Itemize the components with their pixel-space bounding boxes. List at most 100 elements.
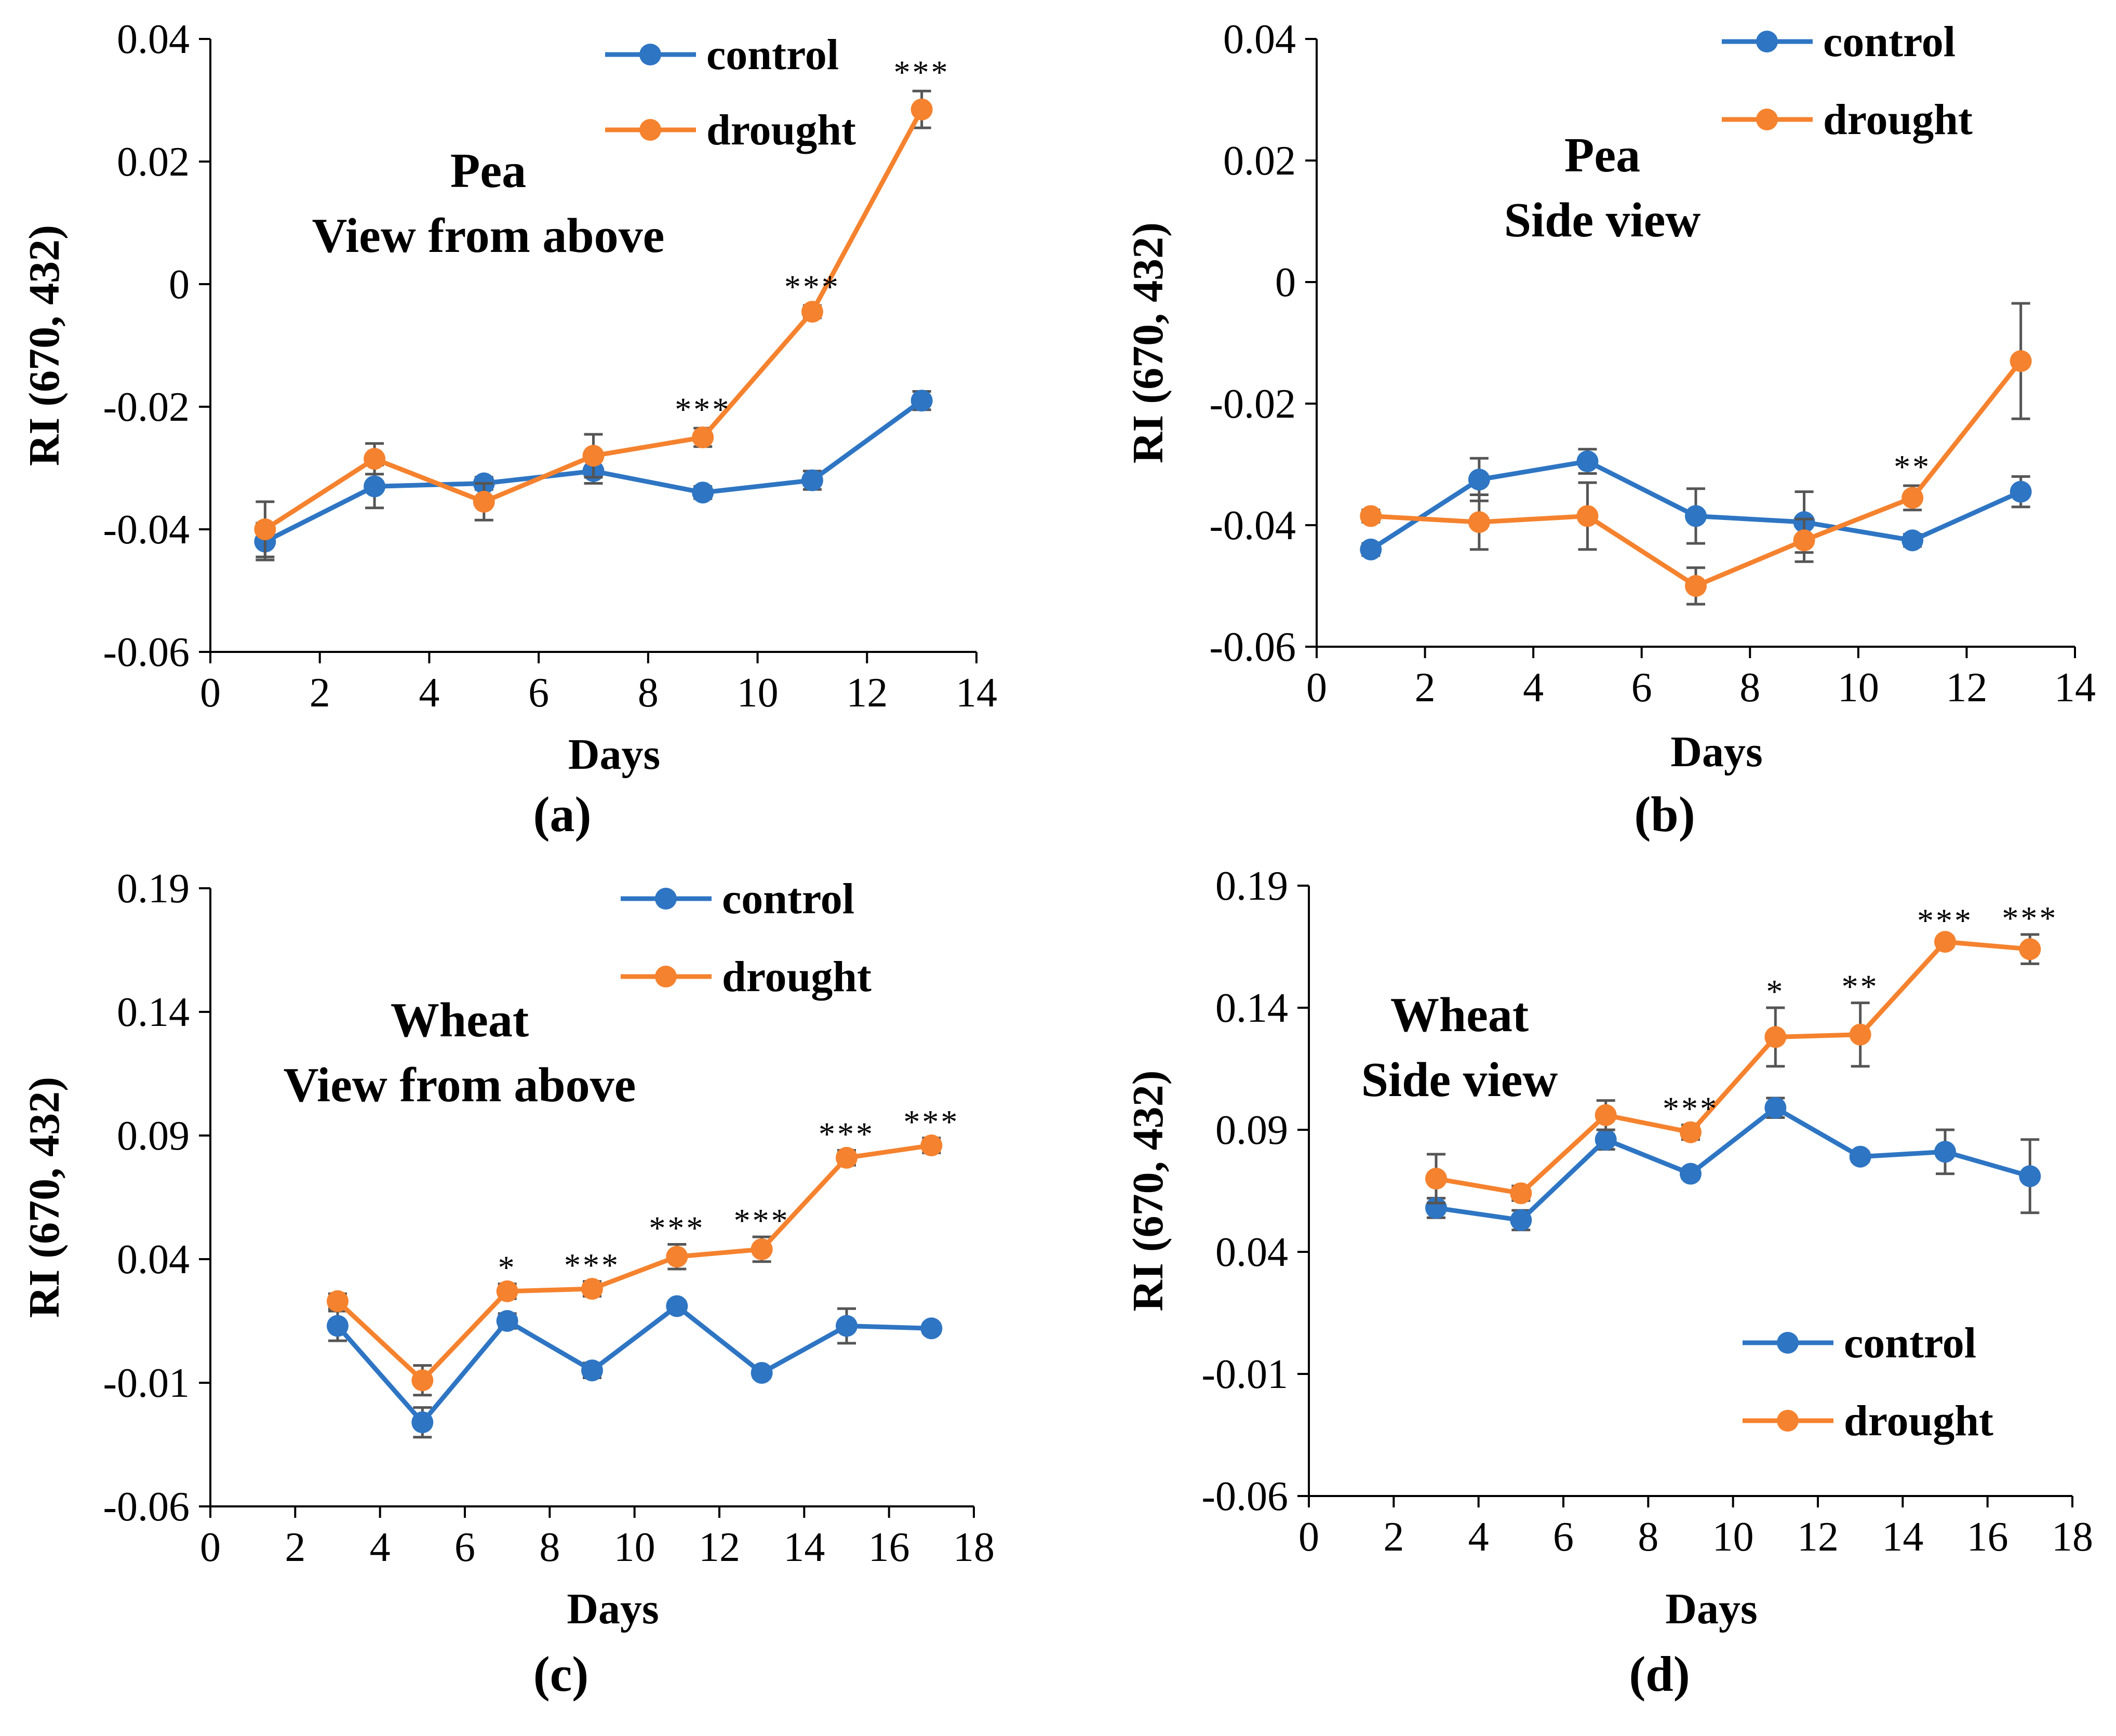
y-tick-label: -0.06 bbox=[103, 1484, 190, 1530]
significance-marker: ** bbox=[1842, 968, 1879, 1005]
x-tick-label: 10 bbox=[1712, 1514, 1754, 1560]
data-point-drought bbox=[1576, 505, 1599, 527]
x-tick-label: 8 bbox=[1739, 665, 1760, 711]
x-axis-title: Days bbox=[567, 1585, 659, 1633]
data-point-control bbox=[692, 482, 714, 504]
legend-marker-drought bbox=[655, 966, 677, 987]
data-point-drought bbox=[1793, 529, 1815, 552]
x-tick-label: 12 bbox=[846, 670, 888, 716]
data-point-drought bbox=[1849, 1023, 1871, 1046]
series-line-drought bbox=[336, 1143, 932, 1383]
x-tick-label: 6 bbox=[528, 670, 549, 716]
x-tick-label: 2 bbox=[1383, 1514, 1404, 1560]
y-tick-label: 0.04 bbox=[117, 17, 190, 62]
x-tick-label: 0 bbox=[200, 1525, 221, 1570]
y-tick-label: 0.19 bbox=[1215, 863, 1288, 909]
y-tick-label: 0 bbox=[169, 262, 190, 308]
x-tick-label: 8 bbox=[1638, 1514, 1658, 1560]
significance-marker: *** bbox=[649, 1209, 705, 1246]
y-tick-label: 0.09 bbox=[1215, 1107, 1288, 1153]
x-tick-label: 18 bbox=[953, 1525, 995, 1570]
y-tick-label: 0.19 bbox=[117, 866, 190, 912]
significance-marker: *** bbox=[784, 268, 840, 305]
data-point-drought bbox=[1595, 1104, 1617, 1126]
x-tick-label: 16 bbox=[868, 1525, 910, 1570]
chart-panel-2: -0.06 -0.04 -0.02 0 0.02 0.04 0 2 4 6 8 10 12 14 Days R… bbox=[1124, 17, 2096, 842]
y-tick-label: -0.06 bbox=[1201, 1474, 1288, 1519]
chart-title-line-2: View from above bbox=[312, 209, 665, 263]
y-axis-title: RI (670, 432) bbox=[20, 225, 69, 466]
series-control bbox=[327, 1295, 943, 1439]
y-tick-label: -0.02 bbox=[1209, 381, 1296, 427]
legend-label-drought: drought bbox=[1844, 1397, 1993, 1445]
y-tick-label: 0 bbox=[1275, 260, 1296, 305]
y-tick-label: -0.06 bbox=[103, 630, 190, 675]
data-point-drought bbox=[364, 448, 386, 470]
x-tick-label: 4 bbox=[1468, 1514, 1489, 1560]
x-axis-title: Days bbox=[1665, 1585, 1757, 1633]
y-tick-label: -0.04 bbox=[1209, 503, 1296, 549]
data-point-drought bbox=[836, 1146, 858, 1169]
x-tick-label: 6 bbox=[1553, 1514, 1574, 1560]
chart-panel-1: -0.06 -0.04 -0.02 0 0.02 0.04 0 2 4 6 8 10 12 14 Days R… bbox=[20, 17, 997, 842]
x-tick-label: 8 bbox=[539, 1525, 560, 1570]
data-point-control bbox=[1468, 469, 1490, 491]
y-axis-title: RI (670, 432) bbox=[1124, 1070, 1172, 1311]
significance-marker: * bbox=[498, 1249, 517, 1286]
y-tick-label: 0.14 bbox=[1215, 985, 1288, 1031]
chart-title-line-1: Pea bbox=[1564, 128, 1640, 182]
y-tick-label: 0.09 bbox=[117, 1113, 190, 1159]
chart-title-line-1: Wheat bbox=[391, 993, 529, 1047]
x-tick-label: 12 bbox=[699, 1525, 740, 1570]
chart-title-line-2: View from above bbox=[284, 1058, 636, 1112]
y-tick-label: -0.01 bbox=[103, 1360, 190, 1406]
data-point-control bbox=[411, 1411, 434, 1434]
legend-label-control: control bbox=[706, 31, 839, 79]
x-tick-label: 2 bbox=[285, 1525, 305, 1570]
y-tick-label: 0.04 bbox=[1215, 1230, 1288, 1275]
data-point-control bbox=[1764, 1097, 1787, 1119]
significance-marker: *** bbox=[1663, 1090, 1719, 1127]
data-point-control bbox=[2010, 480, 2032, 503]
legend-label-drought: drought bbox=[1823, 96, 1973, 144]
series-drought bbox=[1360, 302, 2032, 606]
legend-marker-control bbox=[639, 44, 661, 65]
series-drought bbox=[254, 89, 933, 558]
y-axis-title: RI (670, 432) bbox=[20, 1077, 69, 1318]
y-axis-title: RI (670, 432) bbox=[1124, 222, 1172, 463]
x-tick-label: 14 bbox=[2054, 665, 2096, 711]
x-tick-label: 6 bbox=[1631, 665, 1652, 711]
data-point-drought bbox=[582, 445, 605, 467]
data-point-drought bbox=[254, 518, 276, 540]
legend-marker-drought bbox=[639, 119, 661, 141]
y-tick-label: 0.14 bbox=[117, 990, 190, 1035]
significance-marker: *** bbox=[1917, 902, 1973, 939]
series-control bbox=[1425, 1097, 2041, 1232]
data-point-control bbox=[2019, 1165, 2041, 1187]
legend-marker-control bbox=[655, 888, 677, 910]
significance-marker: *** bbox=[675, 391, 731, 428]
panel-label: (b) bbox=[1634, 786, 1695, 842]
x-tick-label: 18 bbox=[2052, 1514, 2093, 1560]
legend-label-drought: drought bbox=[706, 106, 856, 154]
data-point-control bbox=[751, 1361, 773, 1384]
legend-marker-control bbox=[1756, 31, 1778, 52]
y-tick-label: 0.02 bbox=[1223, 138, 1296, 184]
chart-panel-3: -0.06 -0.01 0.04 0.09 0.14 0.19 0 2 4 6 8 10 12 14 16 1… bbox=[20, 866, 995, 1702]
data-point-control bbox=[836, 1315, 858, 1337]
data-point-drought bbox=[1934, 931, 1956, 953]
y-tick-label: 0.04 bbox=[117, 1237, 190, 1283]
x-tick-label: 2 bbox=[310, 670, 330, 716]
series-drought bbox=[1425, 931, 2041, 1205]
y-tick-label: -0.02 bbox=[103, 384, 190, 430]
significance-marker: * bbox=[1766, 973, 1785, 1010]
x-tick-label: 14 bbox=[1882, 1514, 1923, 1560]
x-tick-label: 0 bbox=[1306, 665, 1327, 711]
x-tick-label: 16 bbox=[1967, 1514, 2008, 1560]
chart-panel-4: -0.06 -0.01 0.04 0.09 0.14 0.19 0 2 4 6 8 10 12 14 16 1… bbox=[1124, 863, 2093, 1702]
x-tick-label: 14 bbox=[783, 1525, 825, 1570]
x-tick-label: 4 bbox=[1523, 665, 1544, 711]
x-axis-title: Days bbox=[568, 730, 660, 779]
data-point-drought bbox=[581, 1278, 603, 1300]
data-point-control bbox=[920, 1317, 943, 1340]
